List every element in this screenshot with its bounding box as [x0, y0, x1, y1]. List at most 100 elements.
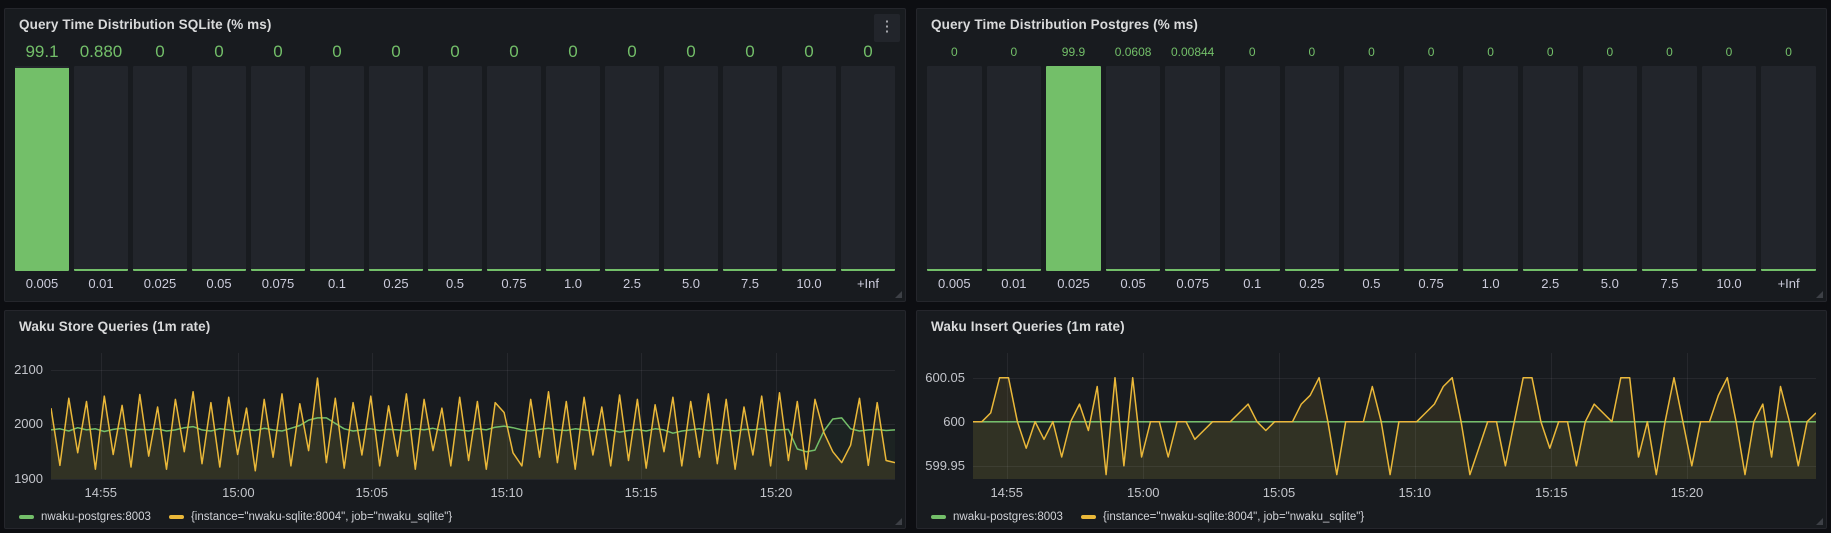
grid-line-x [1143, 353, 1145, 479]
bar-track [487, 66, 541, 271]
panel-title[interactable]: Query Time Distribution Postgres (% ms) [931, 17, 1198, 32]
x-axis-tick-label: 15:10 [490, 485, 524, 500]
panel-resize-handle[interactable] [1816, 518, 1823, 525]
panel-header: Waku Store Queries (1m rate) [5, 311, 905, 339]
bar-cell: 0 1.0 [546, 41, 600, 293]
x-axis-tick-label: 14:55 [990, 485, 1023, 500]
bar-value-label: 0.880 [79, 42, 123, 61]
bar-fill [192, 269, 246, 271]
bar-cell: 0 10.0 [782, 41, 836, 293]
bar-value-label: 0 [214, 42, 224, 61]
grid-line-x [1006, 353, 1008, 479]
legend-item[interactable]: nwaku-postgres:8003 [931, 511, 1063, 523]
bar-track [192, 66, 246, 271]
bar-tick-label: 0.5 [1362, 276, 1381, 291]
panel-resize-handle[interactable] [1816, 291, 1823, 298]
bar-tick-label: 0.75 [1418, 276, 1444, 291]
x-axis-tick-label: 15:20 [1670, 485, 1704, 500]
bar-value-label: 99.1 [25, 42, 59, 61]
bar-cell: 0 5.0 [664, 41, 718, 293]
bar-fill [1284, 269, 1340, 271]
bar-track [310, 66, 364, 271]
panel-header: Query Time Distribution SQLite (% ms) [5, 9, 905, 37]
plot-area[interactable] [973, 353, 1816, 479]
bar-track [1701, 66, 1757, 271]
bar-tick-label: 0.1 [1243, 276, 1262, 291]
bar-fill [1165, 269, 1220, 271]
bar-value-label: 0 [568, 42, 578, 61]
legend-series-marker [168, 515, 184, 519]
bar-track [1403, 66, 1459, 271]
bar-fill [15, 67, 69, 271]
panel-resize-handle[interactable] [895, 518, 902, 525]
bar-value-label: 0 [450, 42, 460, 61]
bar-fill [664, 269, 718, 271]
bar-tick-label: 0.075 [1176, 276, 1209, 291]
bar-fill [1642, 269, 1697, 271]
bar-value-label: 0 [155, 42, 165, 61]
bar-cell: 0 2.5 [605, 41, 659, 293]
bar-value-label: 0 [1546, 45, 1554, 59]
bar-tick-label: 0.005 [938, 276, 971, 291]
bar-track [1522, 66, 1578, 271]
y-axis-tick-label: 600.05 [925, 369, 965, 385]
x-axis-tick-label: 15:05 [355, 485, 388, 500]
legend-item[interactable]: {instance="nwaku-sqlite:8004", job="nwak… [1080, 511, 1364, 523]
time-series-canvas[interactable] [973, 353, 1816, 479]
panel-resize-handle[interactable] [895, 291, 902, 298]
kebab-menu-icon[interactable]: ⋮ [874, 14, 900, 42]
bar-fill [1582, 269, 1638, 271]
bar-track [1284, 66, 1340, 271]
panel-query-time-sqlite: Query Time Distribution SQLite (% ms) ⋮ … [4, 8, 906, 302]
panel-query-time-postgres: Query Time Distribution Postgres (% ms) … [916, 8, 1827, 302]
bar-value-label: 0 [863, 42, 873, 61]
bar-cell: 0 0.75 [1403, 41, 1459, 293]
x-axis-tick-label: 15:00 [1127, 485, 1160, 500]
y-axis-tick-label: 599.95 [925, 457, 965, 473]
bar-cell: 0 0.05 [192, 41, 246, 293]
x-axis-tick-label: 15:10 [1398, 485, 1431, 500]
panel-title[interactable]: Waku Store Queries (1m rate) [19, 319, 211, 334]
bar-tick-label: 0.25 [383, 276, 409, 291]
legend-item[interactable]: nwaku-postgres:8003 [19, 511, 151, 523]
legend-series-marker [19, 515, 34, 519]
bar-tick-label: 0.05 [1120, 276, 1146, 291]
bar-cell: 0 0.25 [1284, 41, 1340, 293]
bar-value-label: 0 [1606, 45, 1614, 59]
bar-fill [1463, 269, 1518, 271]
legend: nwaku-postgres:8003 {instance="nwaku-sqli… [931, 511, 1364, 523]
bar-fill [1761, 269, 1816, 271]
bar-cell: 0.880 0.01 [74, 41, 128, 293]
bar-fill [1344, 269, 1399, 271]
series-area-fill [51, 417, 895, 479]
bar-tick-label: 0.005 [25, 276, 59, 291]
legend-item[interactable]: {instance="nwaku-sqlite:8004", job="nwak… [168, 511, 452, 523]
bar-value-label: 0 [804, 42, 814, 61]
panel-title[interactable]: Query Time Distribution SQLite (% ms) [19, 17, 272, 32]
panel-header: Query Time Distribution Postgres (% ms) [917, 9, 1826, 37]
bar-cell: 0 +Inf [1761, 41, 1816, 293]
bar-value-label: 0 [1010, 45, 1018, 59]
bar-track [723, 66, 777, 271]
panel-title[interactable]: Waku Insert Queries (1m rate) [931, 319, 1125, 334]
bar-value-label: 0 [627, 42, 637, 61]
bar-cell: 0 10.0 [1701, 41, 1757, 293]
bar-tick-label: 0.01 [1001, 276, 1027, 291]
bar-fill [546, 269, 600, 271]
x-axis-tick-label: 15:05 [1262, 485, 1296, 500]
bar-track [1105, 66, 1161, 271]
bar-value-label: 0 [1725, 45, 1733, 59]
panel-waku-insert-queries: Waku Insert Queries (1m rate) nwaku-post… [916, 310, 1827, 529]
bar-fill [1701, 269, 1757, 271]
grid-line-x [1551, 353, 1553, 479]
bar-tick-label: +Inf [856, 276, 880, 291]
time-series-canvas[interactable] [51, 353, 895, 479]
bar-track [986, 66, 1042, 271]
bar-cell: 0 0.075 [251, 41, 305, 293]
bar-fill [487, 269, 541, 271]
bar-tick-label: 0.1 [327, 276, 347, 291]
bar-value-label: 0 [1785, 45, 1792, 59]
plot-area[interactable] [51, 353, 895, 479]
bar-tick-label: 0.025 [1057, 276, 1090, 291]
bar-track [1463, 66, 1518, 271]
